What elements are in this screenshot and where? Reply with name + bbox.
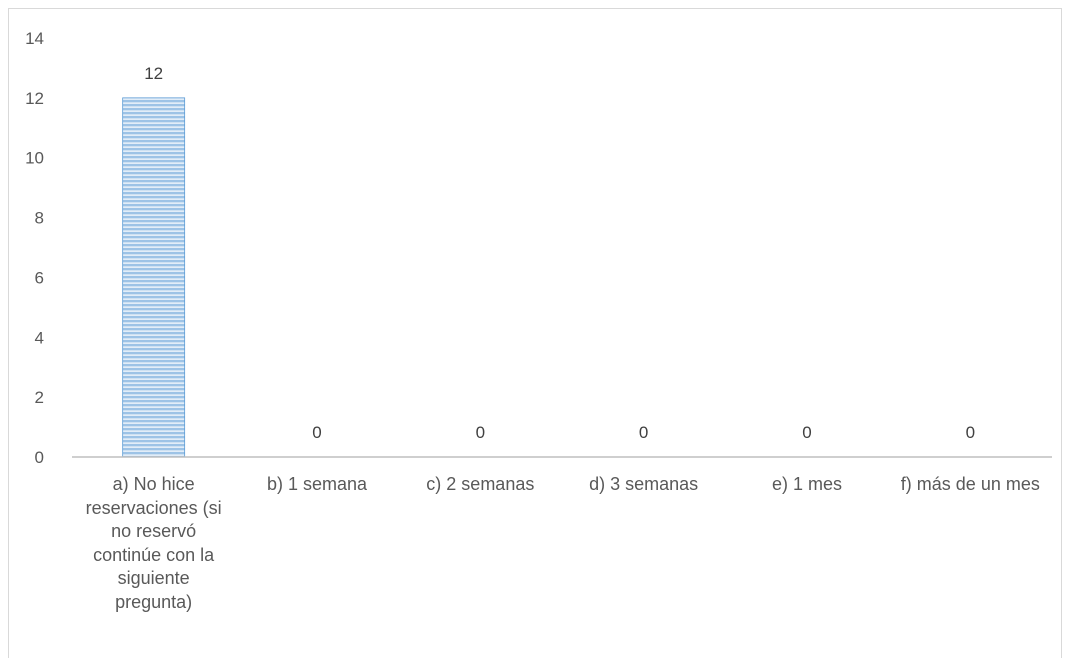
y-tick-label: 14 — [25, 29, 44, 48]
y-tick-label: 8 — [35, 209, 44, 228]
data-label: 0 — [476, 423, 485, 442]
data-label: 0 — [802, 423, 811, 442]
y-tick-label: 12 — [25, 89, 44, 108]
data-label: 0 — [966, 423, 975, 442]
x-tick-label: d) 3 semanas — [589, 474, 699, 494]
y-tick-label: 0 — [35, 448, 44, 467]
y-tick-label: 10 — [25, 149, 44, 168]
y-tick-label: 6 — [35, 268, 44, 287]
data-label: 0 — [639, 423, 648, 442]
x-tick-label: b) 1 semana — [266, 474, 368, 494]
x-tick-label: e) 1 mes — [771, 474, 843, 494]
y-tick-label: 2 — [35, 388, 44, 407]
x-tick-label: c) 2 semanas — [426, 474, 535, 494]
x-tick-label: f) más de un mes — [900, 474, 1040, 494]
bar — [122, 97, 186, 458]
y-tick-label: 4 — [35, 328, 44, 347]
data-label: 12 — [144, 64, 163, 83]
x-tick-label: a) No hice reservaciones (si no reservó … — [85, 474, 222, 612]
data-label: 0 — [312, 423, 321, 442]
chart-frame — [8, 8, 1062, 658]
